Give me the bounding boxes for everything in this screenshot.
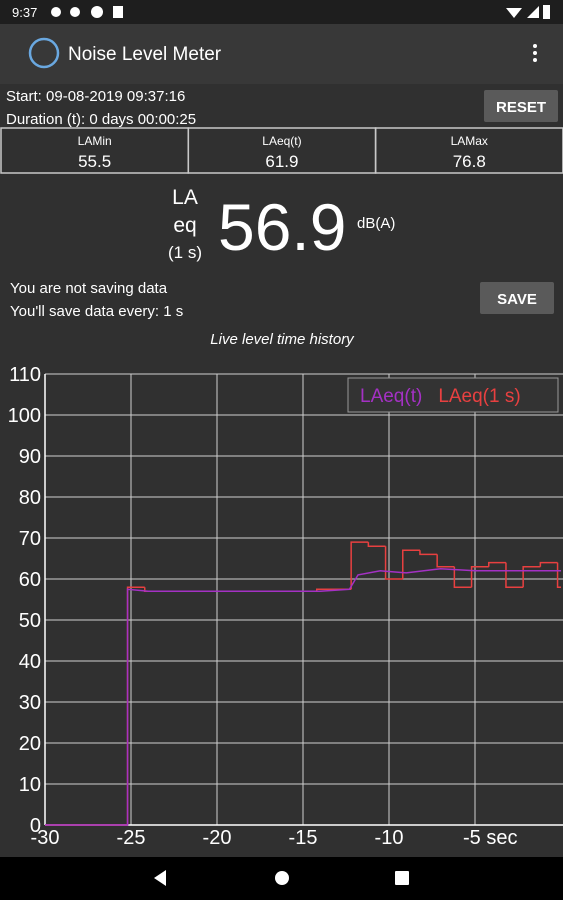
line-step (419, 550, 438, 556)
line (45, 567, 561, 826)
reading-label: eq (173, 214, 196, 237)
line-step (384, 546, 403, 580)
back-button[interactable] (154, 870, 166, 886)
line-step (539, 561, 558, 567)
status-time: 9:37 (12, 5, 37, 20)
home-button[interactable] (275, 871, 289, 885)
menu-button[interactable] (533, 44, 537, 62)
menu-dot (533, 44, 537, 48)
saving-status: You are not saving data (10, 280, 168, 297)
status-icon (113, 6, 123, 18)
y-tick-label: 40 (19, 651, 41, 673)
battery-icon (543, 5, 550, 19)
save-button[interactable]: SAVE (480, 282, 554, 314)
stat-label: LAMin (78, 134, 112, 148)
stat-value: 76.8 (453, 152, 486, 171)
line-step (470, 565, 489, 588)
button-label: RESET (496, 99, 546, 116)
y-tick-label: 70 (19, 528, 41, 550)
app-icon (28, 37, 60, 69)
stat-label: LAeq(t) (262, 134, 301, 148)
legend-label: LAeq(1 s) (438, 386, 520, 407)
button-bg (484, 90, 558, 122)
line-step (367, 542, 386, 547)
status-bar (0, 0, 563, 24)
stat-value: 55.5 (78, 152, 111, 171)
reading-label: LA (172, 186, 198, 209)
stat-label: LAMax (451, 134, 488, 148)
status-icon (91, 6, 103, 18)
x-tick-label: -20 (203, 827, 232, 849)
line-step (350, 541, 369, 590)
menu-dot (533, 51, 537, 55)
x-tick-label: -25 (117, 827, 146, 849)
status-icon (51, 7, 61, 17)
y-tick-label: 30 (19, 692, 41, 714)
line-step (402, 549, 420, 579)
status-icon (70, 7, 80, 17)
legend-label: LAeq(t) (360, 386, 422, 407)
menu-dot (533, 58, 537, 62)
line-step (522, 565, 541, 588)
stats-row: LAMin 55.5 LAeq(t) 61.9 LAMax 76.8 (0, 127, 563, 174)
signal-icon (527, 6, 539, 18)
saving-interval: You'll save data every: 1 s (10, 303, 183, 320)
y-tick-label: 110 (9, 364, 41, 386)
reading-value: 56.9 (218, 190, 346, 264)
y-tick-label: 0 (30, 815, 41, 837)
y-tick-label: 10 (19, 774, 41, 796)
y-tick-label: 80 (19, 487, 41, 509)
x-tick-label: -30 (31, 827, 60, 849)
y-tick-label: 60 (19, 569, 41, 591)
y-tick-label: 90 (19, 446, 41, 468)
button-label: SAVE (497, 291, 537, 308)
reading-unit: dB(A) (357, 215, 395, 232)
recents-button[interactable] (395, 871, 409, 885)
reading-label: (1 s) (168, 243, 202, 262)
wifi-icon (506, 8, 522, 18)
app-title: Noise Level Meter (68, 44, 222, 65)
x-tick-label: -10 (375, 827, 404, 849)
y-tick-label: 100 (8, 405, 41, 427)
x-tick-label: -15 (289, 827, 318, 849)
button-bg (480, 282, 554, 314)
app-bar (0, 24, 563, 84)
stat-value: 61.9 (265, 152, 298, 171)
line-step (436, 554, 455, 568)
chart-title: Live level time history (210, 331, 355, 348)
line-step (453, 566, 472, 588)
legend-box (347, 377, 559, 413)
start-time: Start: 09-08-2019 09:37:16 (6, 88, 185, 105)
duration: Duration (t): 0 days 00:00:25 (6, 111, 196, 128)
line-step (488, 561, 506, 567)
y-tick-label: 20 (19, 733, 41, 755)
x-tick-label: -5 sec (463, 827, 517, 849)
reset-button[interactable]: RESET (484, 90, 558, 122)
chart: 0 10 20 30 40 50 60 70 80 90 100 110 -30 -25 -20 -15 -10… (8, 364, 563, 849)
y-tick-label: 50 (19, 610, 41, 632)
